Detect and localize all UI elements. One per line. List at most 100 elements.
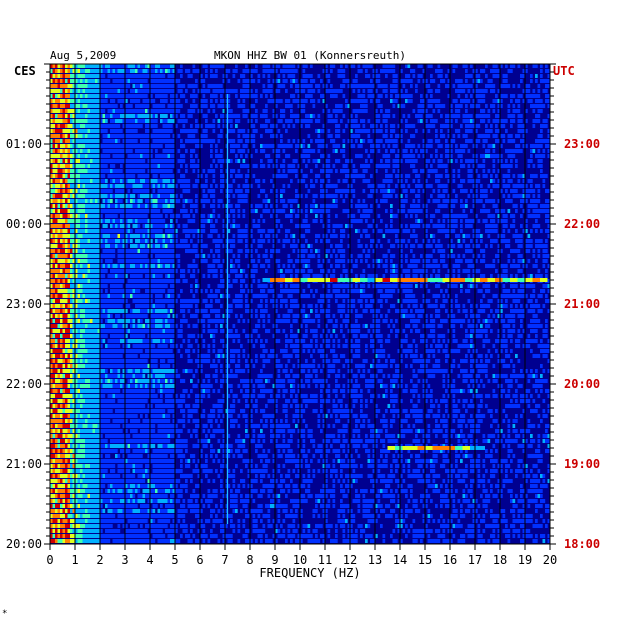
spectrogram-cell: [230, 189, 233, 193]
spectrogram-cell: [87, 94, 91, 98]
spectrogram-cell: [435, 154, 438, 158]
spectrogram-cell: [382, 194, 386, 198]
spectrogram-cell: [520, 224, 523, 228]
spectrogram-cell: [352, 109, 356, 113]
spectrogram-cell: [157, 199, 161, 203]
spectrogram-cell: [370, 224, 373, 228]
spectrogram-cell: [435, 199, 438, 203]
spectrogram-cell: [282, 109, 286, 113]
spectrogram-cell: [477, 104, 481, 108]
spectrogram-cell: [112, 109, 116, 113]
spectrogram-cell: [82, 264, 86, 268]
spectrogram-cell: [290, 79, 293, 83]
spectrogram-cell: [490, 129, 493, 133]
spectrogram-cell: [330, 94, 333, 98]
spectrogram-cell: [200, 99, 203, 103]
spectrogram-cell: [127, 79, 131, 83]
spectrogram-cell: [110, 174, 113, 178]
spectrogram-cell: [430, 114, 433, 118]
spectrogram-cell: [212, 204, 216, 208]
spectrogram-cell: [145, 79, 148, 83]
spectrogram-cell: [335, 244, 338, 248]
spectrogram-cell: [142, 249, 146, 253]
spectrogram-cell: [225, 119, 228, 123]
spectrogram-cell: [312, 199, 316, 203]
spectrogram-cell: [365, 129, 368, 133]
spectrogram-cell: [130, 139, 133, 143]
spectrogram-cell: [427, 244, 431, 248]
spectrogram-cell: [115, 209, 118, 213]
spectrogram-cell: [535, 244, 538, 248]
spectrogram-cell: [95, 104, 98, 108]
spectrogram-cell: [180, 64, 183, 68]
spectrogram-cell: [510, 154, 513, 158]
spectrogram-cell: [75, 109, 78, 113]
spectrogram-cell: [387, 164, 391, 168]
spectrogram-cell: [80, 89, 83, 93]
spectrogram-cell: [102, 124, 106, 128]
spectrogram-cell: [415, 89, 418, 93]
spectrogram-cell: [55, 214, 58, 218]
spectrogram-cell: [292, 209, 296, 213]
spectrogram-cell: [477, 164, 481, 168]
spectrogram-cell: [160, 264, 163, 268]
spectrogram-cell: [207, 124, 211, 128]
spectrogram-cell: [67, 189, 71, 193]
spectrogram-cell: [97, 134, 101, 138]
spectrogram-cell: [162, 224, 166, 228]
spectrogram-cell: [412, 159, 416, 163]
spectrogram-cell: [467, 234, 471, 238]
spectrogram-cell: [165, 154, 168, 158]
spectrogram-cell: [295, 259, 298, 263]
spectrogram-cell: [155, 119, 158, 123]
spectrogram-cell: [357, 69, 361, 73]
spectrogram-cell: [140, 64, 143, 68]
spectrogram-cell: [165, 254, 168, 258]
spectrogram-cell: [502, 229, 506, 233]
spectrogram-cell: [512, 249, 516, 253]
spectrogram-cell: [122, 84, 126, 88]
spectrogram-cell: [530, 184, 533, 188]
spectrogram-cell: [492, 104, 496, 108]
spectrogram-cell: [230, 259, 233, 263]
spectrogram-cell: [220, 89, 223, 93]
spectrogram-cell: [170, 149, 173, 153]
spectrogram-cell: [302, 174, 306, 178]
spectrogram-cell: [477, 74, 481, 78]
spectrogram-cell: [170, 189, 173, 193]
spectrogram-cell: [400, 179, 403, 183]
spectrogram-cell: [477, 219, 481, 223]
spectrogram-cell: [185, 69, 188, 73]
spectrogram-cell: [545, 139, 548, 143]
spectrogram-cell: [157, 164, 161, 168]
spectrogram-cell: [110, 209, 113, 213]
spectrogram-cell: [525, 94, 528, 98]
spectrogram-cell: [460, 79, 463, 83]
spectrogram-cell: [135, 144, 138, 148]
spectrogram-cell: [282, 114, 286, 118]
spectrogram-cell: [192, 244, 196, 248]
spectrogram-cell: [480, 199, 483, 203]
spectrogram-cell: [112, 234, 116, 238]
spectrogram-cell: [367, 224, 371, 228]
spectrogram-cell: [90, 239, 93, 243]
spectrogram-cell: [52, 94, 56, 98]
spectrogram-cell: [482, 189, 486, 193]
spectrogram-cell: [305, 99, 308, 103]
spectrogram-cell: [90, 249, 93, 253]
spectrogram-cell: [492, 109, 496, 113]
spectrogram-cell: [332, 94, 336, 98]
spectrogram-cell: [535, 144, 538, 148]
spectrogram-cell: [210, 229, 213, 233]
spectrogram-cell: [470, 74, 473, 78]
spectrogram-cell: [470, 94, 473, 98]
spectrogram-cell: [72, 179, 76, 183]
spectrogram-cell: [432, 79, 436, 83]
spectrogram-cell: [250, 74, 253, 78]
spectrogram-cell: [415, 214, 418, 218]
spectrogram-cell: [105, 204, 108, 208]
spectrogram-cell: [125, 249, 128, 253]
spectrogram-cell: [132, 249, 136, 253]
spectrogram-cell: [312, 184, 316, 188]
spectrogram-cell: [355, 264, 358, 268]
